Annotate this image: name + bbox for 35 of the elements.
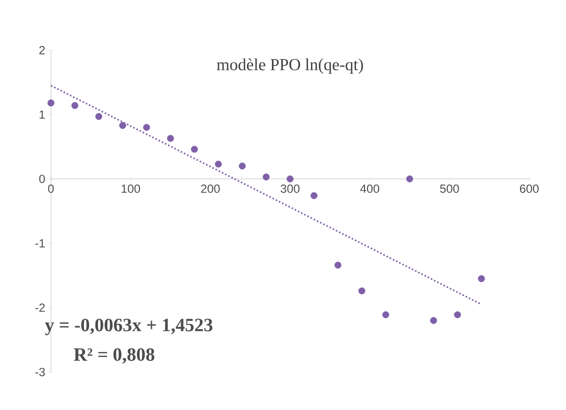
x-tick-label: 0	[48, 184, 54, 193]
y-tick-label: 2	[39, 46, 45, 54]
point	[214, 160, 222, 168]
point	[334, 262, 342, 269]
point	[71, 102, 78, 109]
y-tick-label: -1	[35, 239, 45, 248]
point	[310, 192, 318, 200]
point	[382, 311, 390, 318]
x-tick-label: 400	[360, 184, 380, 193]
point	[430, 317, 438, 324]
point	[286, 175, 294, 182]
point	[143, 124, 150, 131]
point	[358, 287, 366, 294]
annotation: y = -0,0063x + 1,4523	[45, 318, 212, 336]
y-tick-label: -3	[35, 368, 45, 376]
point	[119, 122, 126, 129]
point	[262, 174, 270, 180]
point	[406, 175, 414, 182]
chart-title: modèle PPO ln(qe-qt)	[216, 58, 363, 74]
annotation: R² = 0,808	[74, 348, 154, 364]
y-tick-label: 0	[39, 174, 45, 184]
x-tick-label: 100	[122, 184, 140, 193]
y-tick-label: 1	[40, 110, 45, 119]
y-tick-label: -2	[35, 304, 45, 312]
x-tick-label: 300	[280, 184, 300, 193]
point	[238, 162, 246, 170]
point	[47, 99, 54, 106]
x-tick-label: 500	[440, 184, 459, 193]
x-tick-label: 200	[201, 184, 220, 193]
x-tick-label: 600	[520, 184, 539, 193]
point	[478, 275, 485, 282]
point	[454, 311, 461, 318]
point	[167, 134, 174, 142]
point	[190, 146, 198, 153]
point	[95, 113, 102, 120]
